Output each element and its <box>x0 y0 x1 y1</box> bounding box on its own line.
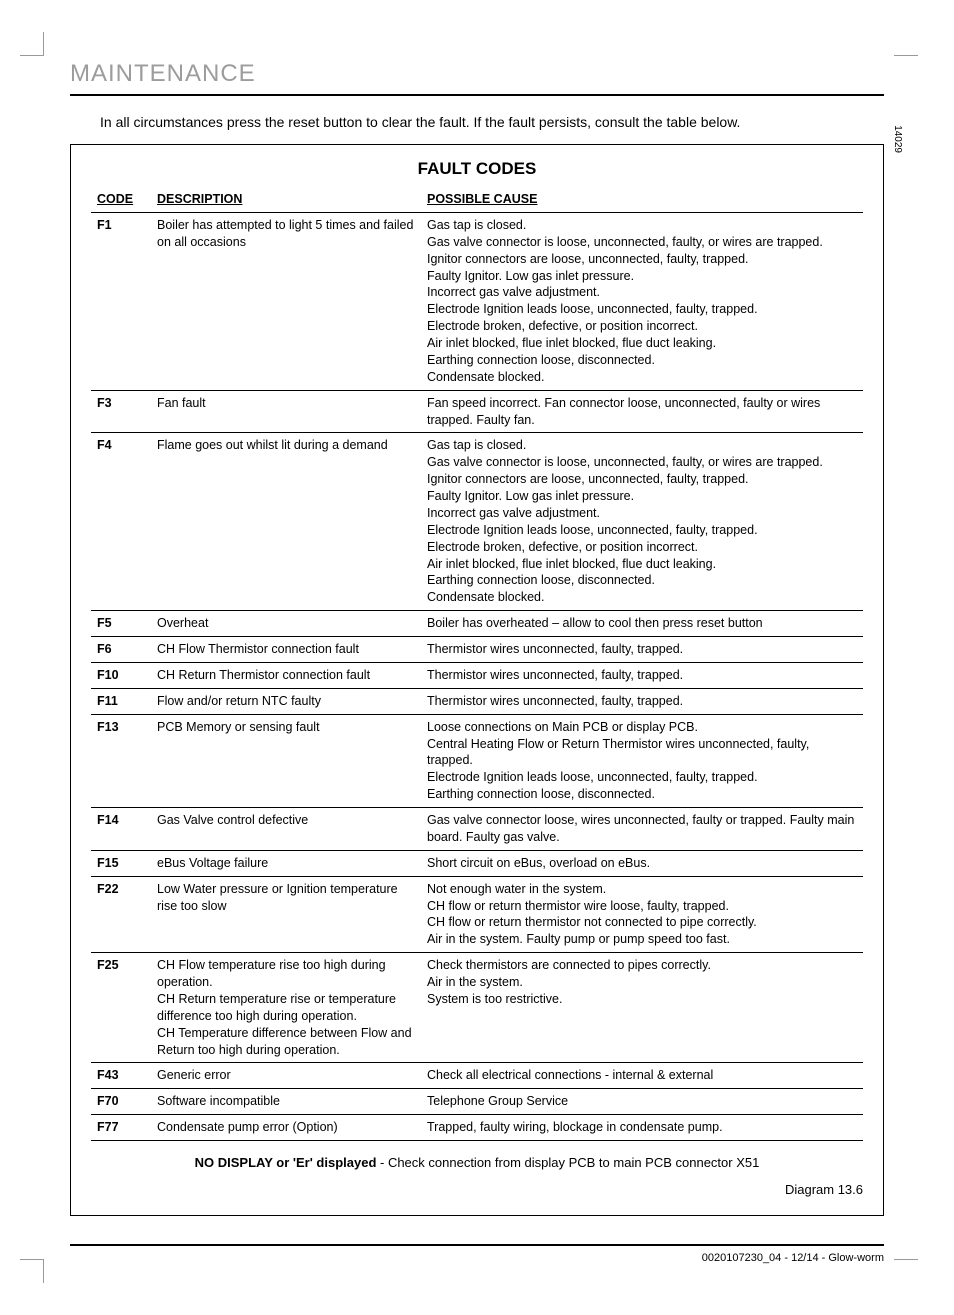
col-header-cause: POSSIBLE CAUSE <box>421 187 863 212</box>
cell-cause: Not enough water in the system. CH flow … <box>421 876 863 953</box>
intro-text: In all circumstances press the reset but… <box>100 114 884 130</box>
footer-rule <box>70 1244 884 1246</box>
no-display-bold: NO DISPLAY or 'Er' displayed <box>195 1155 377 1170</box>
cell-cause: Gas tap is closed. Gas valve connector i… <box>421 212 863 390</box>
cell-code: F3 <box>91 390 151 433</box>
cell-code: F5 <box>91 611 151 637</box>
cell-code: F70 <box>91 1089 151 1115</box>
col-header-description: DESCRIPTION <box>151 187 421 212</box>
cell-cause: Check all electrical connections - inter… <box>421 1063 863 1089</box>
cell-cause: Gas valve connector loose, wires unconne… <box>421 808 863 851</box>
cell-description: PCB Memory or sensing fault <box>151 714 421 807</box>
cell-code: F43 <box>91 1063 151 1089</box>
cell-cause: Trapped, faulty wiring, blockage in cond… <box>421 1115 863 1141</box>
table-row: F13PCB Memory or sensing faultLoose conn… <box>91 714 863 807</box>
table-row: F10CH Return Thermistor connection fault… <box>91 662 863 688</box>
cell-code: F4 <box>91 433 151 611</box>
cell-code: F6 <box>91 637 151 663</box>
table-row: F1Boiler has attempted to light 5 times … <box>91 212 863 390</box>
table-header-row: CODE DESCRIPTION POSSIBLE CAUSE <box>91 187 863 212</box>
diagram-label: Diagram 13.6 <box>91 1182 863 1197</box>
cell-code: F10 <box>91 662 151 688</box>
table-row: F70Software incompatibleTelephone Group … <box>91 1089 863 1115</box>
table-row: F25CH Flow temperature rise too high dur… <box>91 953 863 1063</box>
cell-cause: Gas tap is closed. Gas valve connector i… <box>421 433 863 611</box>
crop-mark-bottom-left <box>20 1259 44 1283</box>
cell-code: F22 <box>91 876 151 953</box>
table-row: F11Flow and/or return NTC faultyThermist… <box>91 688 863 714</box>
cell-cause: Thermistor wires unconnected, faulty, tr… <box>421 662 863 688</box>
cell-code: F25 <box>91 953 151 1063</box>
cell-description: Fan fault <box>151 390 421 433</box>
cell-code: F1 <box>91 212 151 390</box>
crop-mark-bottom-right <box>894 1259 918 1283</box>
cell-description: Boiler has attempted to light 5 times an… <box>151 212 421 390</box>
table-row: F22Low Water pressure or Ignition temper… <box>91 876 863 953</box>
cell-code: F15 <box>91 850 151 876</box>
no-display-note: NO DISPLAY or 'Er' displayed - Check con… <box>91 1155 863 1170</box>
table-row: F6CH Flow Thermistor connection faultThe… <box>91 637 863 663</box>
cell-description: CH Return Thermistor connection fault <box>151 662 421 688</box>
footer-text: 0020107230_04 - 12/14 - Glow-worm <box>70 1252 884 1264</box>
cell-description: eBus Voltage failure <box>151 850 421 876</box>
cell-description: Condensate pump error (Option) <box>151 1115 421 1141</box>
cell-description: Software incompatible <box>151 1089 421 1115</box>
cell-cause: Boiler has overheated – allow to cool th… <box>421 611 863 637</box>
cell-cause: Thermistor wires unconnected, faulty, tr… <box>421 688 863 714</box>
table-row: F3Fan faultFan speed incorrect. Fan conn… <box>91 390 863 433</box>
box-title: FAULT CODES <box>91 159 863 179</box>
fault-table-body: F1Boiler has attempted to light 5 times … <box>91 212 863 1140</box>
cell-cause: Thermistor wires unconnected, faulty, tr… <box>421 637 863 663</box>
cell-description: CH Flow Thermistor connection fault <box>151 637 421 663</box>
crop-mark-top-left <box>20 32 44 56</box>
cell-description: Generic error <box>151 1063 421 1089</box>
col-header-code: CODE <box>91 187 151 212</box>
cell-description: Gas Valve control defective <box>151 808 421 851</box>
cell-code: F77 <box>91 1115 151 1141</box>
table-row: F4Flame goes out whilst lit during a dem… <box>91 433 863 611</box>
fault-table: CODE DESCRIPTION POSSIBLE CAUSE F1Boiler… <box>91 187 863 1141</box>
cell-code: F13 <box>91 714 151 807</box>
cell-cause: Telephone Group Service <box>421 1089 863 1115</box>
fault-codes-box: 14029 FAULT CODES CODE DESCRIPTION POSSI… <box>70 144 884 1216</box>
cell-cause: Fan speed incorrect. Fan connector loose… <box>421 390 863 433</box>
table-row: F5OverheatBoiler has overheated – allow … <box>91 611 863 637</box>
cell-description: Low Water pressure or Ignition temperatu… <box>151 876 421 953</box>
table-row: F15eBus Voltage failureShort circuit on … <box>91 850 863 876</box>
cell-cause: Short circuit on eBus, overload on eBus. <box>421 850 863 876</box>
cell-description: Overheat <box>151 611 421 637</box>
section-title: MAINTENANCE <box>70 60 884 88</box>
title-rule <box>70 94 884 96</box>
cell-code: F11 <box>91 688 151 714</box>
table-row: F77Condensate pump error (Option)Trapped… <box>91 1115 863 1141</box>
cell-description: Flame goes out whilst lit during a deman… <box>151 433 421 611</box>
table-row: F43Generic errorCheck all electrical con… <box>91 1063 863 1089</box>
table-row: F14Gas Valve control defectiveGas valve … <box>91 808 863 851</box>
page: MAINTENANCE In all circumstances press t… <box>0 0 954 1315</box>
cell-code: F14 <box>91 808 151 851</box>
side-label: 14029 <box>892 125 903 153</box>
cell-cause: Check thermistors are connected to pipes… <box>421 953 863 1063</box>
crop-mark-top-right <box>894 32 918 56</box>
cell-description: Flow and/or return NTC faulty <box>151 688 421 714</box>
cell-description: CH Flow temperature rise too high during… <box>151 953 421 1063</box>
no-display-rest: - Check connection from display PCB to m… <box>376 1155 759 1170</box>
cell-cause: Loose connections on Main PCB or display… <box>421 714 863 807</box>
